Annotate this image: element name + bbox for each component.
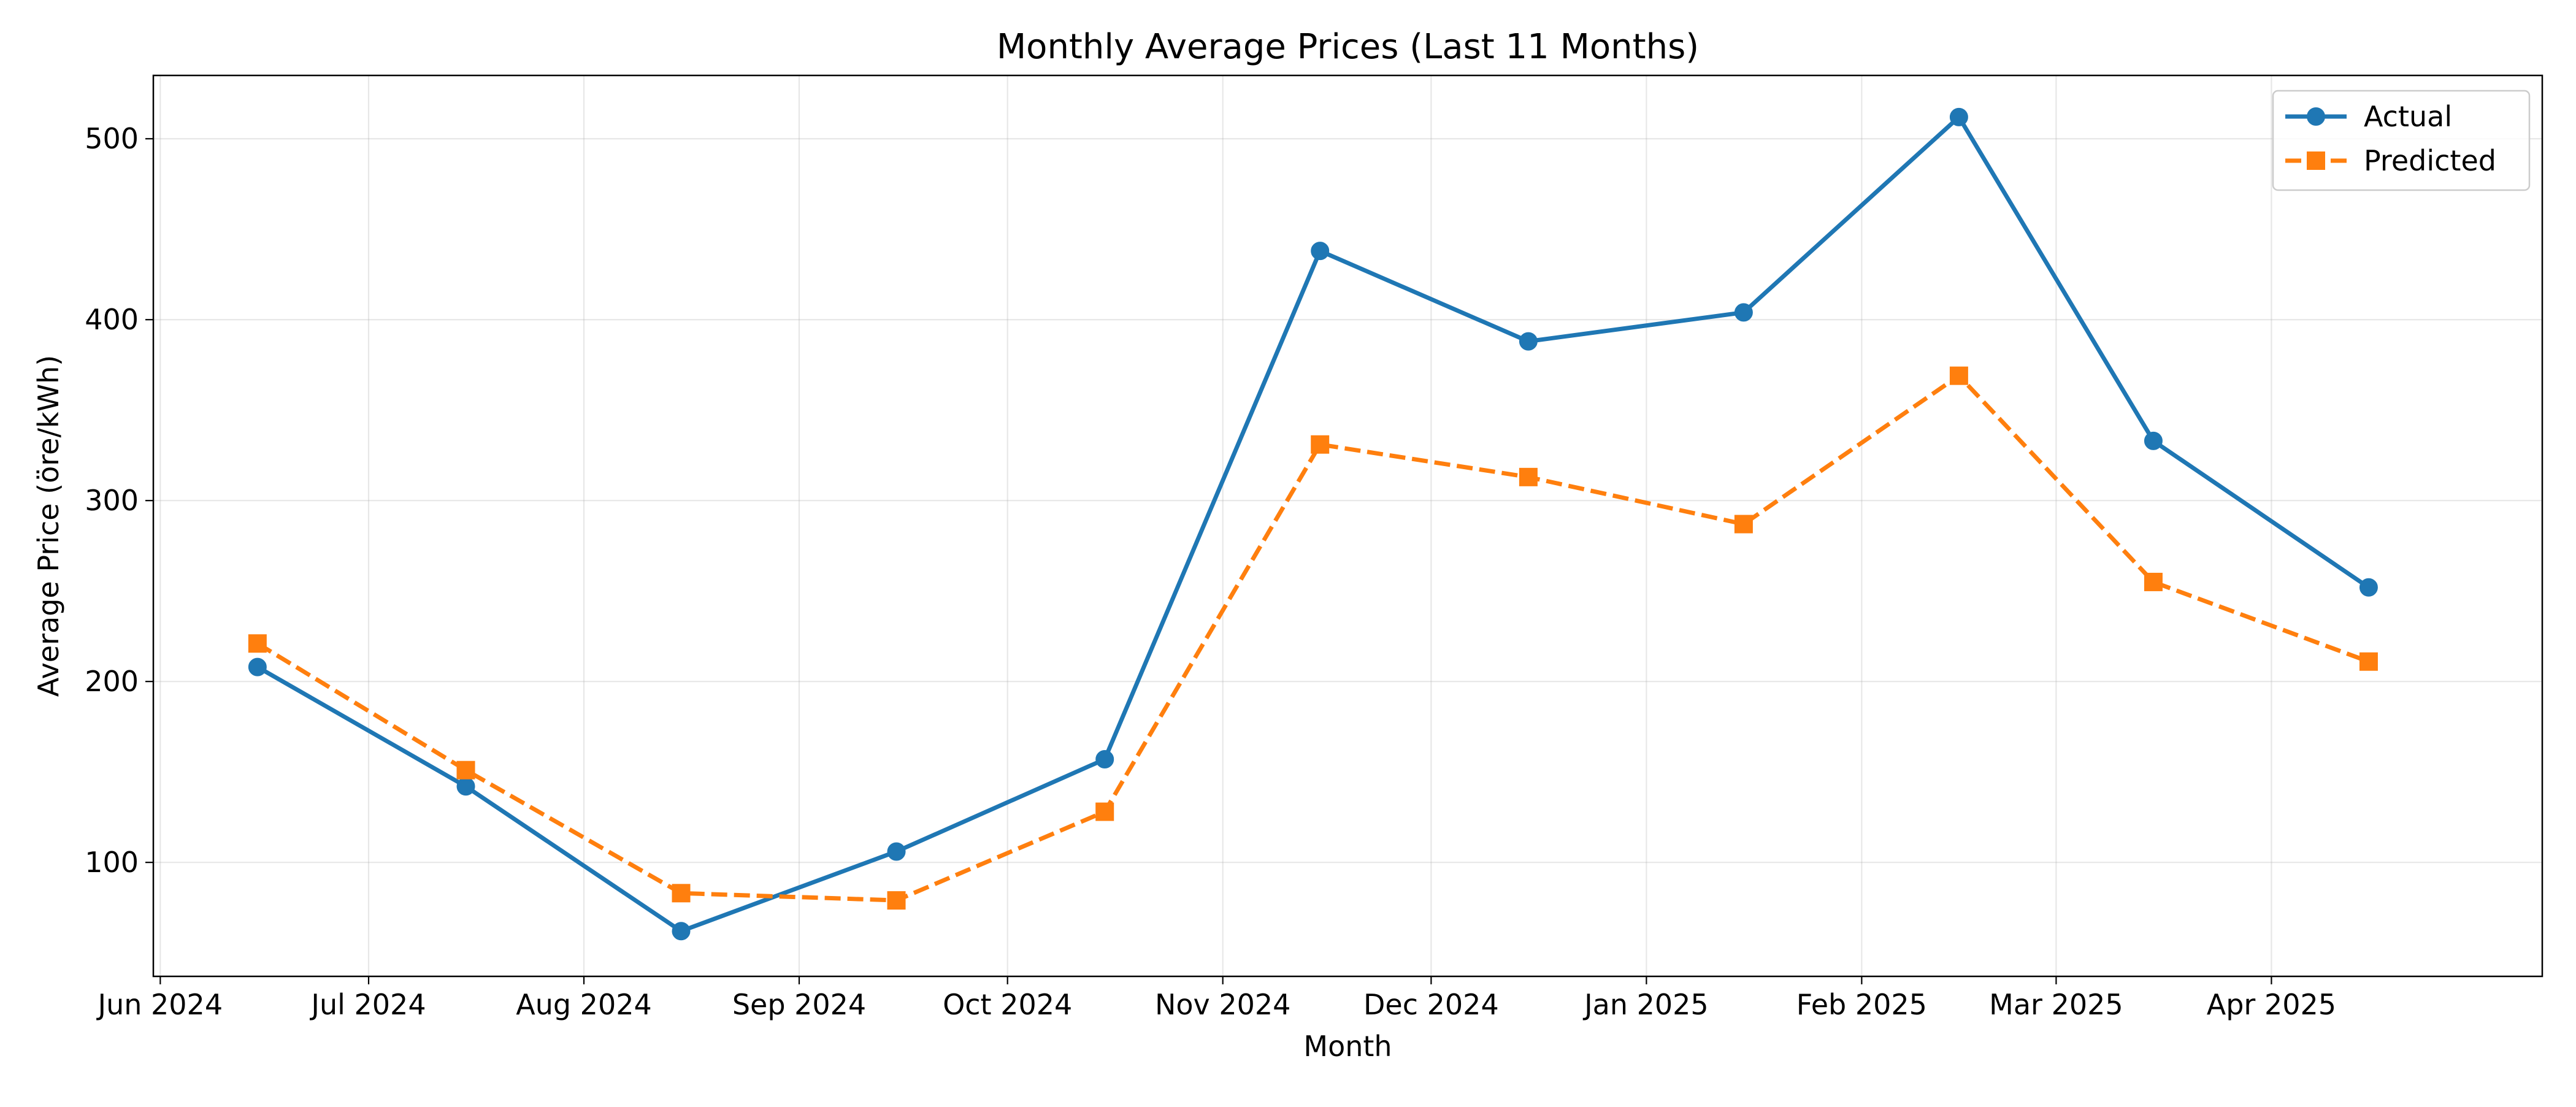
x-tick-label: Oct 2024 bbox=[943, 988, 1072, 1021]
data-point-actual bbox=[1519, 332, 1538, 351]
data-point-predicted bbox=[887, 891, 906, 910]
x-tick-label: Aug 2024 bbox=[516, 988, 652, 1021]
y-axis-label: Average Price (öre/kWh) bbox=[32, 355, 65, 697]
data-point-predicted bbox=[1311, 435, 1330, 454]
x-tick-label: Jul 2024 bbox=[309, 988, 426, 1021]
data-point-predicted bbox=[248, 634, 267, 653]
x-tick-label: Nov 2024 bbox=[1155, 988, 1290, 1021]
legend-label: Predicted bbox=[2364, 144, 2496, 177]
data-point-predicted bbox=[2144, 572, 2163, 591]
series-actual bbox=[248, 107, 2378, 941]
y-tick-label: 200 bbox=[85, 665, 139, 698]
data-point-predicted bbox=[1095, 802, 1114, 821]
legend-entry: Predicted bbox=[2285, 144, 2496, 177]
x-tick-label: Jun 2024 bbox=[96, 988, 223, 1021]
data-point-predicted bbox=[2359, 652, 2378, 671]
legend: Actual Predicted bbox=[2272, 90, 2531, 191]
legend-marker bbox=[2307, 107, 2325, 126]
series-line-predicted bbox=[256, 373, 2370, 903]
plot-frame bbox=[152, 74, 2543, 978]
data-point-actual bbox=[248, 657, 267, 676]
y-tick-label: 500 bbox=[85, 122, 139, 155]
data-point-predicted bbox=[1949, 366, 1968, 385]
data-point-actual bbox=[1095, 750, 1114, 769]
chart-title: Monthly Average Prices (Last 11 Months) bbox=[997, 27, 1699, 67]
series-predicted bbox=[248, 366, 2378, 910]
data-point-predicted bbox=[1734, 515, 1753, 534]
x-tick-label: Feb 2025 bbox=[1796, 988, 1927, 1021]
data-point-actual bbox=[1949, 107, 1968, 126]
data-point-predicted bbox=[1519, 467, 1538, 486]
grid-layer bbox=[153, 75, 2542, 976]
x-tick-label: Apr 2025 bbox=[2207, 988, 2336, 1021]
legend-label: Actual bbox=[2364, 100, 2452, 133]
y-tick-label: 400 bbox=[85, 303, 139, 336]
x-tick-label: Dec 2024 bbox=[1363, 988, 1499, 1021]
data-point-predicted bbox=[672, 884, 691, 903]
y-tick-label: 100 bbox=[85, 846, 139, 879]
x-tick-label: Sep 2024 bbox=[732, 988, 866, 1021]
y-tick-label: 300 bbox=[85, 484, 139, 517]
data-point-actual bbox=[456, 777, 475, 796]
data-point-actual bbox=[2144, 431, 2163, 450]
data-point-predicted bbox=[456, 760, 475, 779]
series-line-actual bbox=[256, 115, 2370, 933]
x-tick-label: Mar 2025 bbox=[1989, 988, 2123, 1021]
tick-layer: Jun 2024 Jul 2024 Aug 2024 Sep 2024 Oct 2024… bbox=[85, 122, 2336, 1021]
data-point-actual bbox=[672, 922, 691, 941]
data-point-actual bbox=[887, 842, 906, 861]
x-axis-label: Month bbox=[1303, 1030, 1392, 1063]
data-point-actual bbox=[1734, 303, 1753, 322]
legend-entry: Actual bbox=[2285, 100, 2452, 133]
data-point-actual bbox=[2359, 578, 2378, 597]
legend-marker bbox=[2307, 151, 2325, 170]
data-point-actual bbox=[1311, 242, 1330, 261]
x-tick-label: Jan 2025 bbox=[1582, 988, 1709, 1021]
series-layer bbox=[248, 107, 2378, 941]
